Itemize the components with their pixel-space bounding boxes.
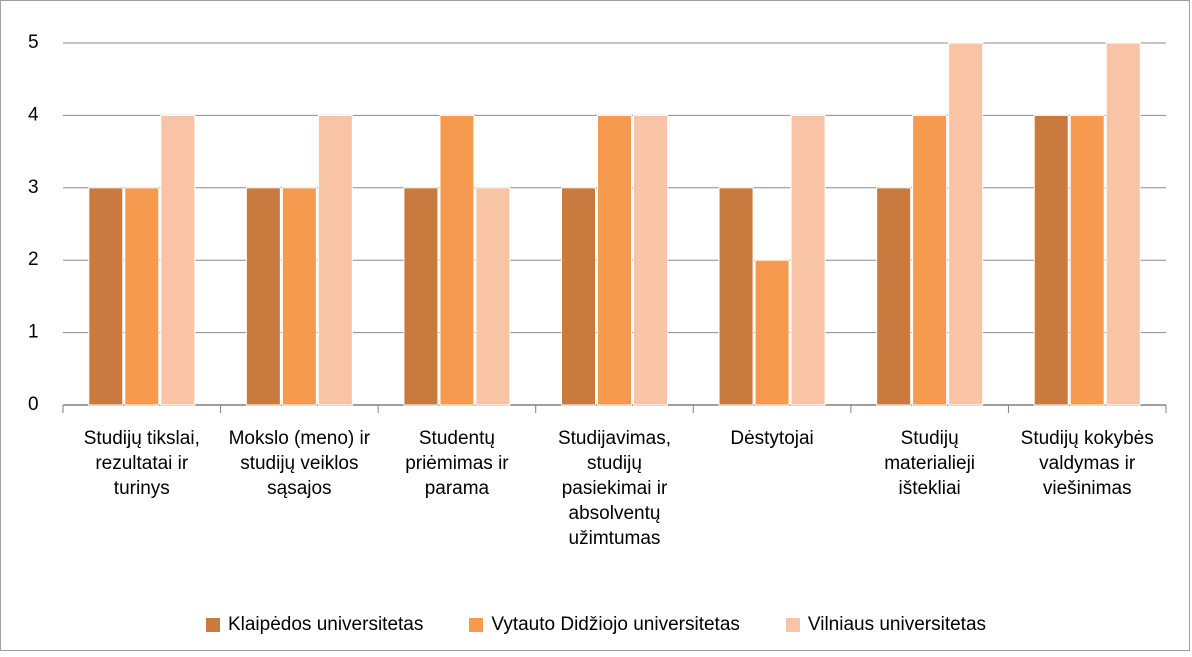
legend-label: Vytauto Didžiojo universitetas xyxy=(491,614,740,635)
bar xyxy=(790,114,826,406)
bar xyxy=(754,259,790,406)
legend: Klaipėdos universitetas Vytauto Didžiojo … xyxy=(0,614,1192,636)
bar xyxy=(1033,114,1069,406)
bar xyxy=(439,114,475,406)
bar xyxy=(160,114,196,406)
x-tick-label: Studijavimas, studijų pasiekimai ir abso… xyxy=(557,428,671,549)
bar xyxy=(633,114,668,406)
y-tick-label: 3 xyxy=(28,177,39,198)
bar xyxy=(1069,114,1105,406)
bar xyxy=(124,187,160,406)
bar xyxy=(912,114,948,406)
bar xyxy=(281,187,317,406)
y-tick-label: 0 xyxy=(28,394,39,415)
x-tick-label: Studijų tikslai, rezultatai ir turinys xyxy=(83,428,200,499)
bar xyxy=(561,187,596,406)
x-tick-label: Studijų materialieji ištekliai xyxy=(884,428,976,499)
y-tick-label: 5 xyxy=(28,32,39,53)
y-tick-label: 4 xyxy=(28,104,39,125)
legend-item: Vytauto Didžiojo universitetas xyxy=(469,614,740,636)
legend-swatch xyxy=(785,618,800,632)
legend-swatch xyxy=(469,618,484,632)
legend-label: Vilniaus universitetas xyxy=(807,614,987,635)
legend-label: Klaipėdos universitetas xyxy=(227,614,424,635)
y-tick-label: 2 xyxy=(28,249,39,270)
bar xyxy=(317,114,353,406)
bar xyxy=(1105,42,1141,406)
x-tick-label: Studentų priėmimas ir parama xyxy=(405,428,509,499)
y-tick-label: 1 xyxy=(28,322,39,343)
x-tick-label: Studijų kokybės valdymas ir viešinimas xyxy=(1020,428,1154,499)
legend-item: Klaipėdos universitetas xyxy=(205,614,424,636)
bar xyxy=(245,187,281,406)
bar xyxy=(597,114,632,406)
x-tick-label: Mokslo (meno) ir studijų veiklos sąsajos xyxy=(228,428,371,499)
bar xyxy=(876,187,912,406)
legend-item: Vilniaus universitetas xyxy=(785,614,987,636)
bar xyxy=(403,187,439,406)
bar xyxy=(475,187,511,406)
legend-swatch xyxy=(205,618,220,632)
bar xyxy=(948,42,984,406)
bar xyxy=(88,187,124,406)
bar xyxy=(718,187,754,406)
x-tick-label: Dėstytojai xyxy=(730,428,814,449)
